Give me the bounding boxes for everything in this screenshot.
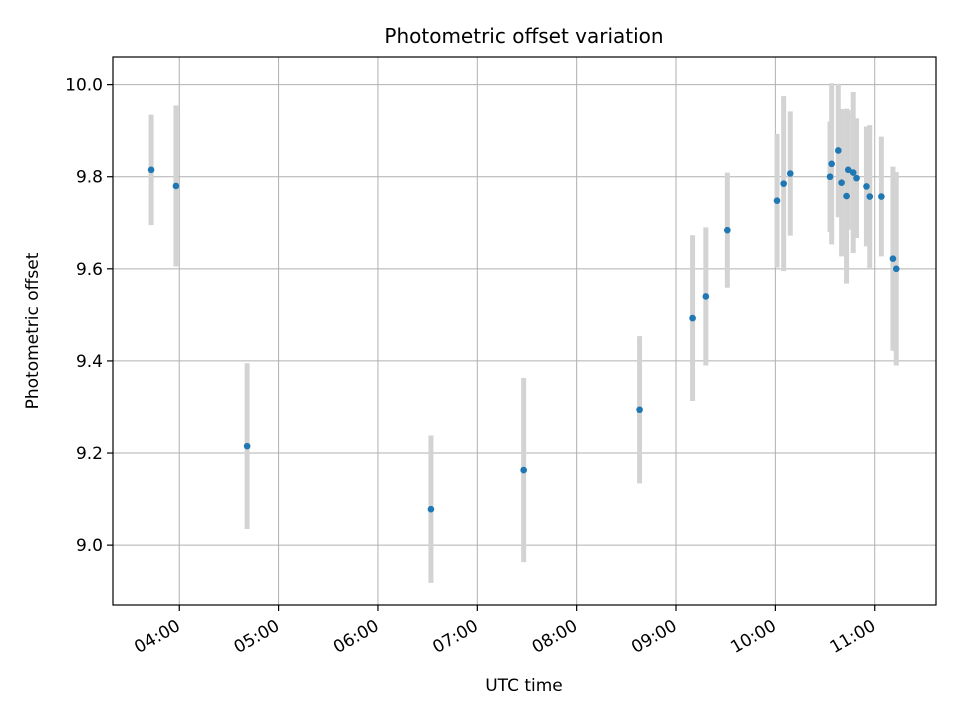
x-tick-label: 06:00 [330, 616, 382, 658]
data-point [243, 442, 251, 450]
data-point [172, 182, 180, 190]
data-point [863, 183, 870, 190]
x-tick-label: 11:00 [827, 616, 879, 658]
data-point [636, 406, 643, 414]
y-tick-label: 10.0 [65, 76, 103, 96]
x-tick-label: 10:00 [727, 616, 779, 658]
x-tick-label: 04:00 [131, 616, 183, 658]
y-tick-label: 9.6 [76, 260, 103, 280]
data-point [853, 174, 860, 182]
data-point [724, 226, 731, 234]
data-point [773, 197, 781, 204]
x-tick-label: 05:00 [231, 616, 283, 658]
x-axis-label: UTC time [485, 676, 563, 696]
data-point [889, 255, 897, 263]
y-tick-label: 9.8 [76, 168, 103, 188]
data-point [849, 169, 857, 176]
x-axis-ticks: 04:00 05:00 06:00 07:00 08:00 09:00 10:00 11:00 [131, 605, 879, 658]
data-point [780, 180, 787, 187]
data-point [689, 314, 696, 322]
error-bars [148, 83, 899, 583]
y-tick-label: 9.4 [76, 352, 103, 372]
data-point [826, 173, 834, 181]
data-point [878, 193, 885, 200]
data-point [834, 147, 842, 154]
chart-title: Photometric offset variation [384, 24, 663, 48]
data-point [838, 179, 845, 187]
data-point [892, 265, 900, 273]
data-point [702, 293, 710, 300]
y-tick-label: 9.2 [76, 444, 103, 464]
x-tick-label: 09:00 [628, 616, 680, 658]
grid-lines [113, 57, 936, 605]
plot-area-frame [112, 56, 937, 606]
data-point [828, 160, 835, 168]
data-point [866, 193, 874, 200]
y-axis-ticks: 9.0 9.2 9.4 9.6 9.8 10.0 [65, 76, 113, 556]
data-points [147, 147, 900, 513]
x-tick-label: 07:00 [429, 616, 481, 658]
x-tick-label: 08:00 [529, 616, 581, 658]
data-point [427, 505, 435, 513]
y-axis-label: Photometric offset [23, 252, 43, 409]
data-point [786, 170, 794, 177]
data-point [843, 192, 850, 200]
data-point [844, 166, 852, 174]
data-point [520, 466, 527, 474]
y-tick-label: 9.0 [76, 536, 103, 556]
data-point [147, 166, 155, 174]
